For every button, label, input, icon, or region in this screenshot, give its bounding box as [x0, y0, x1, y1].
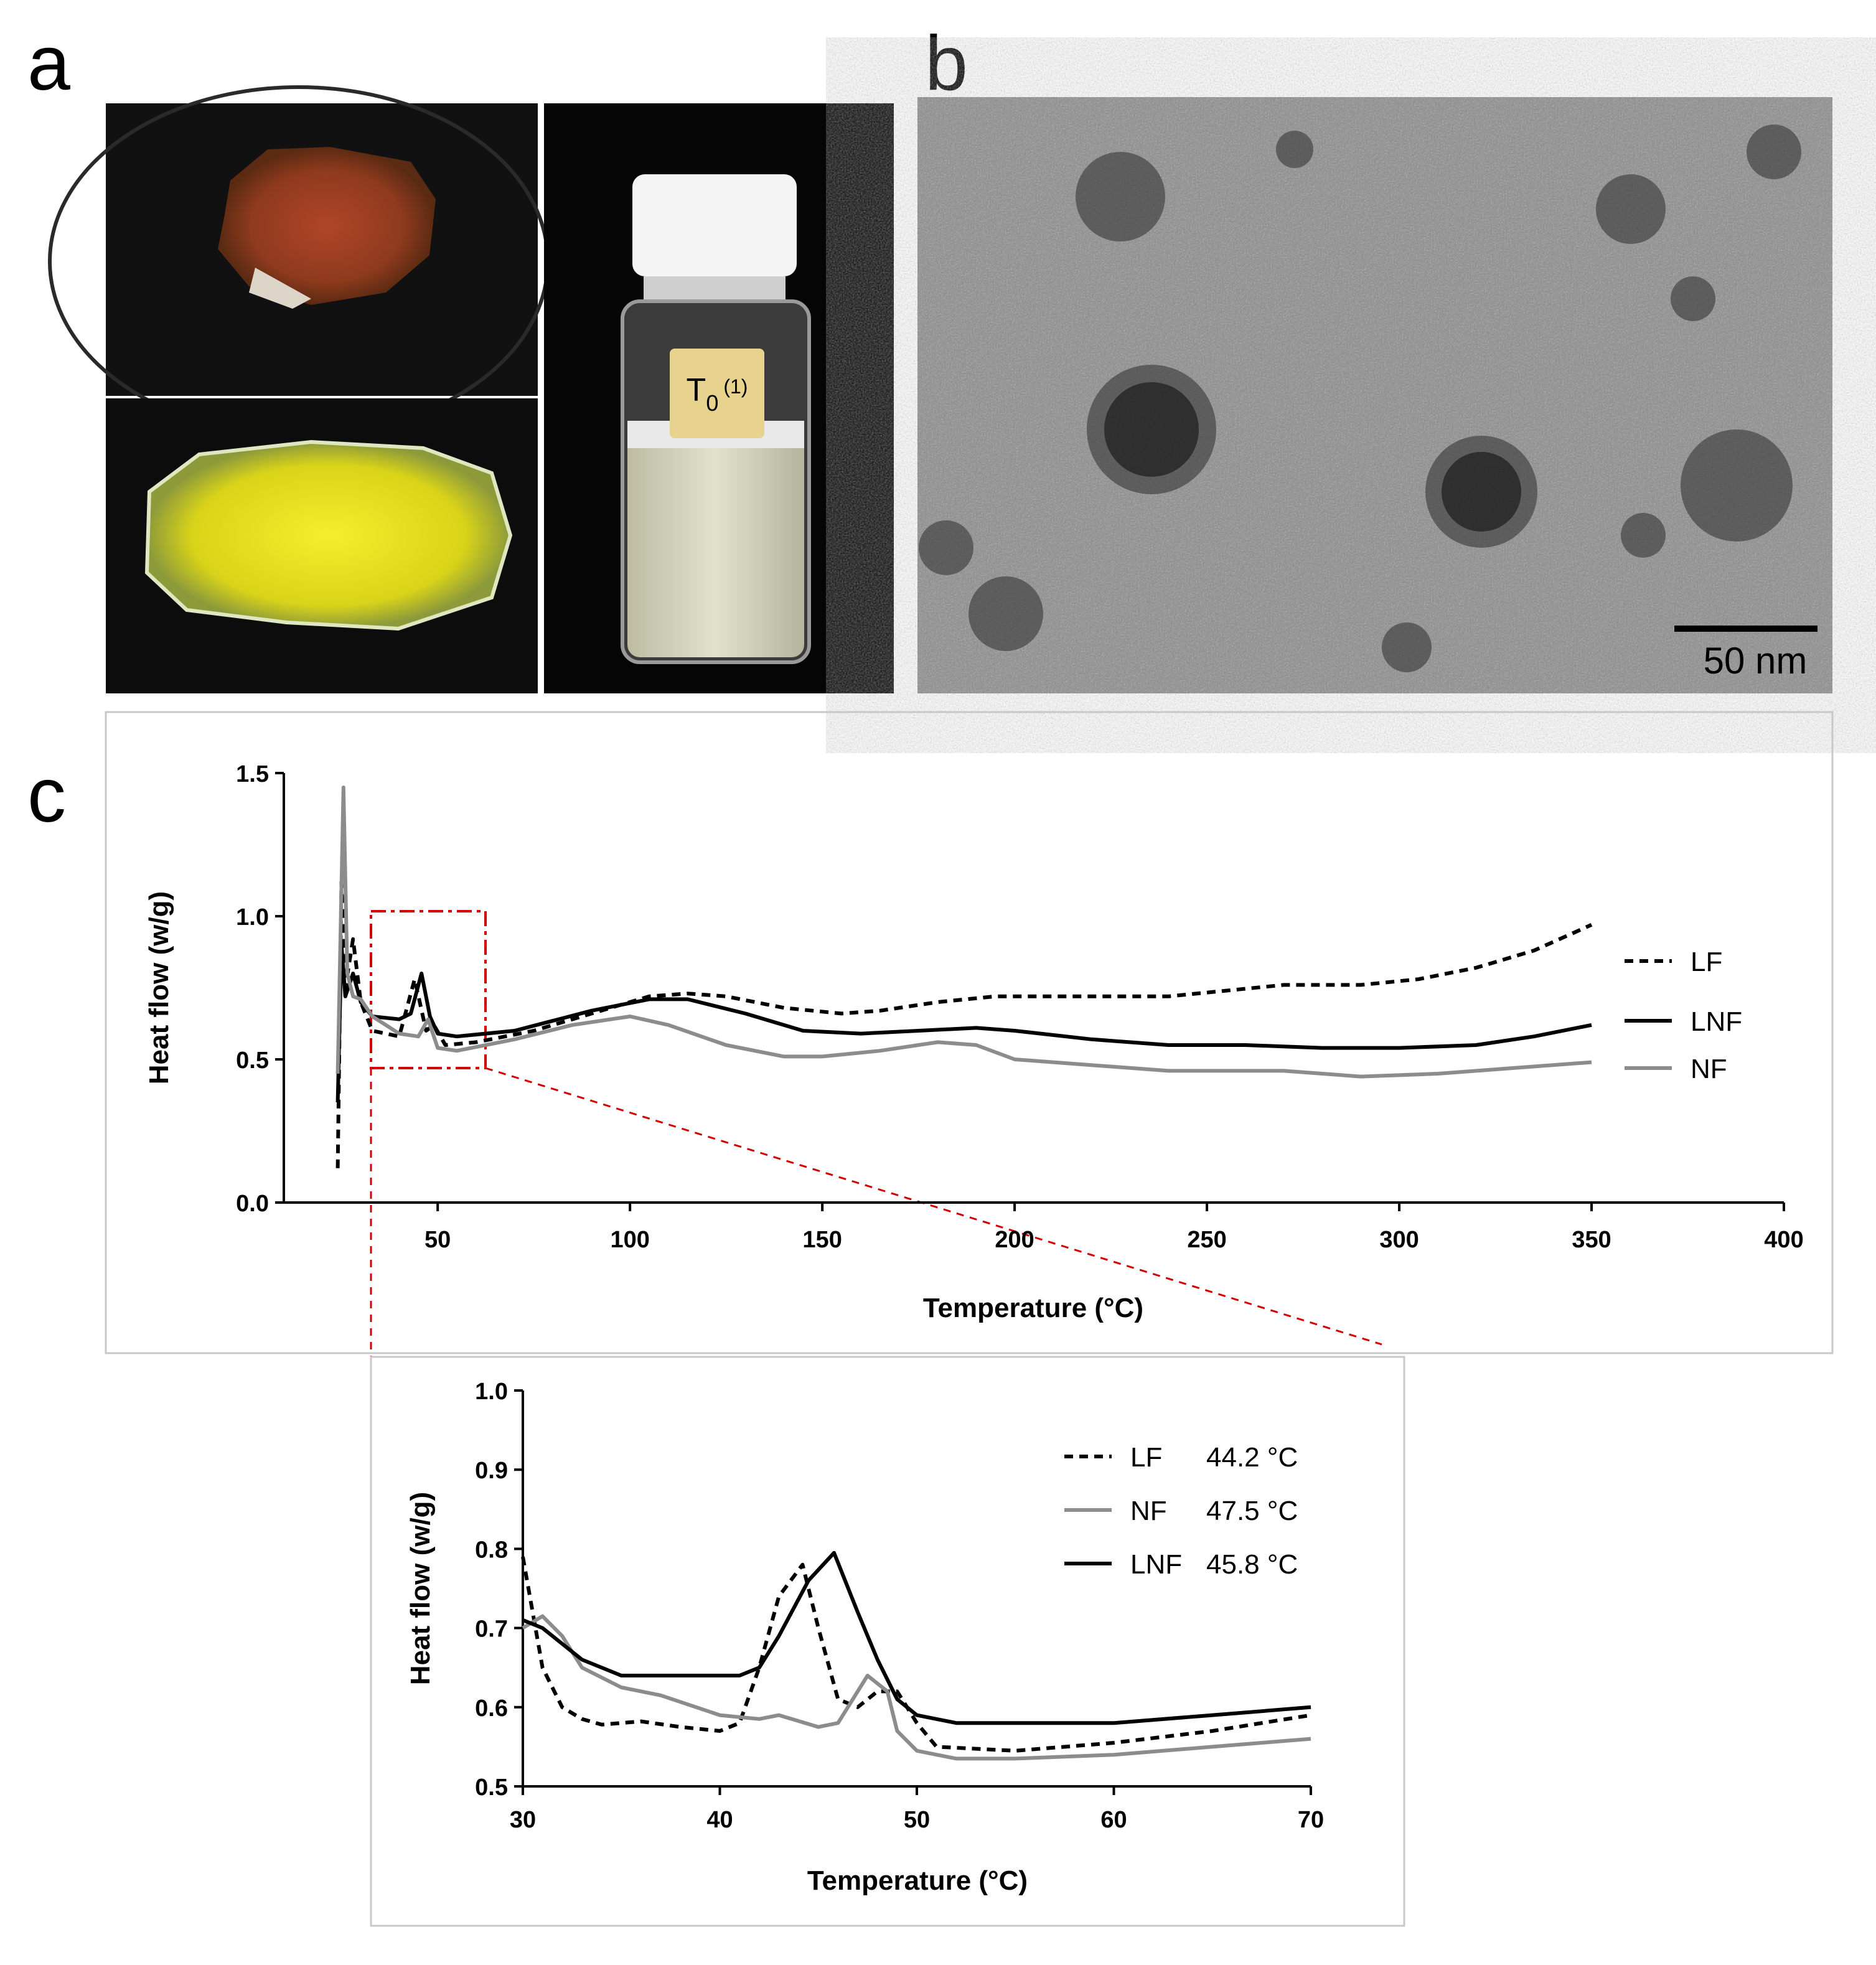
panel-label: c: [27, 753, 66, 838]
panel-frame: [105, 711, 1834, 1354]
legend-label: LNF: [1691, 1006, 1742, 1037]
panel-label: a: [27, 21, 70, 106]
vial-label: T0(1): [687, 372, 748, 416]
photo-vial: T0(1): [544, 103, 894, 693]
tem-image: 50 nm: [917, 97, 1832, 693]
data-line: [522, 1614, 1311, 1761]
y-axis-title: Heat flow (w/g): [405, 1492, 436, 1685]
inset-frame: [370, 1356, 1405, 1927]
x-tick-label: 60: [1100, 1807, 1127, 1833]
y-tick-label: 0.6: [475, 1695, 508, 1722]
legend-note: 45.8 °C: [1206, 1549, 1298, 1580]
x-tick-label: 300: [1379, 1227, 1419, 1253]
y-tick-label: 1.0: [475, 1379, 508, 1405]
x-tick-label: 100: [610, 1227, 649, 1253]
x-tick-label: 70: [1298, 1807, 1324, 1833]
y-tick-label: 0.5: [236, 1048, 269, 1074]
data-line: [335, 943, 1592, 1103]
zoom-line: [485, 1067, 1382, 1346]
x-axis-title: Temperature (°C): [923, 1293, 1143, 1323]
panel-label: b: [925, 21, 968, 106]
photo-red-sample: [48, 85, 550, 438]
x-tick-label: 40: [706, 1807, 733, 1833]
y-axis-title: Heat flow (w/g): [144, 891, 174, 1084]
legend-note: 44.2 °C: [1206, 1442, 1298, 1473]
y-tick-label: 0.5: [475, 1775, 508, 1801]
photo-yellow-sample: [106, 398, 538, 693]
data-line: [335, 879, 1593, 1168]
vial-label-main: T: [687, 372, 706, 408]
legend-note: 47.5 °C: [1206, 1496, 1298, 1526]
data-line: [521, 1556, 1311, 1753]
legend-label: LF: [1130, 1442, 1162, 1473]
x-tick-label: 250: [1187, 1227, 1226, 1253]
data-line: [335, 786, 1592, 1079]
x-tick-label: 30: [510, 1807, 536, 1833]
x-tick-label: 350: [1572, 1227, 1611, 1253]
y-tick-label: 1.0: [236, 904, 269, 931]
x-axis-title: Temperature (°C): [807, 1865, 1028, 1896]
data-line: [522, 1550, 1311, 1725]
x-tick-label: 200: [995, 1227, 1034, 1253]
x-tick-label: 150: [802, 1227, 842, 1253]
legend-label: NF: [1691, 1054, 1727, 1084]
x-tick-label: 400: [1764, 1227, 1803, 1253]
zoom-box: [370, 910, 487, 1069]
y-tick-label: 0.9: [475, 1458, 508, 1484]
vial-label-suffix: (1): [723, 375, 748, 398]
y-tick-label: 0.8: [475, 1537, 508, 1563]
legend-label: NF: [1130, 1496, 1167, 1526]
y-tick-label: 0.7: [475, 1616, 508, 1643]
x-tick-label: 50: [904, 1807, 930, 1833]
legend-label: LNF: [1130, 1549, 1182, 1580]
y-tick-label: 1.5: [236, 761, 269, 787]
scale-bar-label: 50 nm: [1704, 640, 1808, 682]
x-tick-label: 50: [424, 1227, 451, 1253]
vial-label-sub: 0: [706, 390, 718, 416]
y-tick-label: 0.0: [236, 1191, 269, 1217]
legend-label: LF: [1691, 947, 1722, 977]
